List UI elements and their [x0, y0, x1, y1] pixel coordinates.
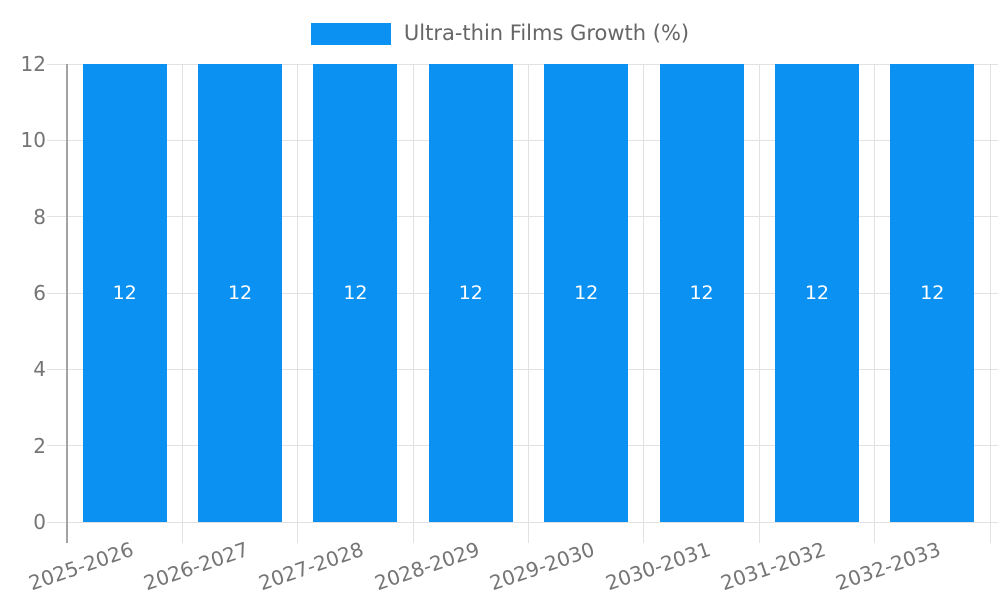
- y-gridline: [47, 521, 998, 523]
- y-gridline: [47, 216, 998, 218]
- y-gridline: [47, 139, 998, 141]
- x-axis-tick-label: 2030-2031: [602, 537, 714, 596]
- y-axis-tick-label: 4: [33, 357, 46, 382]
- legend: Ultra-thin Films Growth (%): [0, 21, 1000, 46]
- y-axis-tick-label: 12: [20, 52, 46, 76]
- y-gridline: [47, 368, 998, 370]
- bar-value-label: 12: [689, 282, 714, 304]
- x-axis-tick-label: 2031-2032: [717, 537, 829, 596]
- bar-value-label: 12: [804, 282, 830, 304]
- legend-label: Ultra-thin Films Growth (%): [403, 21, 690, 45]
- x-axis-tick-label: 2029-2030: [486, 537, 598, 596]
- bar-value-label: 12: [920, 282, 945, 304]
- x-axis-tick-label: 2025-2026: [25, 537, 137, 596]
- y-axis-tick-label: 0: [33, 510, 46, 534]
- bar: 12: [428, 64, 513, 522]
- bar-value-label: 12: [574, 282, 599, 304]
- bar: 12: [659, 64, 744, 522]
- x-gridline: [758, 64, 760, 543]
- y-gridline: [47, 292, 998, 294]
- bar-value-label: 12: [343, 282, 368, 304]
- bar-value-label: 12: [458, 282, 483, 304]
- x-axis-tick-label: 2026-2027: [140, 537, 252, 596]
- bar: 12: [774, 64, 859, 522]
- y-axis-tick-label: 6: [33, 281, 46, 305]
- bar: 12: [82, 64, 167, 522]
- x-gridline: [643, 64, 645, 543]
- x-gridline: [181, 64, 183, 543]
- x-gridline: [528, 64, 529, 543]
- y-axis-tick-label: 8: [33, 204, 46, 229]
- y-axis-line: [66, 64, 68, 543]
- y-gridline: [47, 63, 998, 65]
- bar: 12: [198, 64, 283, 522]
- bar: 12: [313, 64, 398, 522]
- y-gridline: [47, 445, 998, 447]
- y-axis-tick-label: 2: [33, 433, 46, 458]
- bar-value-label: 12: [227, 282, 253, 304]
- x-gridline: [297, 64, 299, 543]
- x-axis-tick-label: 2027-2028: [256, 537, 367, 596]
- y-axis-tick-label: 10: [20, 128, 46, 153]
- x-gridline: [874, 64, 876, 543]
- x-gridline: [989, 64, 991, 543]
- x-axis-tick-label: 2028-2029: [371, 537, 483, 596]
- x-gridline: [412, 64, 414, 543]
- bar: 12: [544, 64, 629, 522]
- legend-swatch: [310, 22, 391, 45]
- bar: 12: [890, 64, 975, 522]
- bar-value-label: 12: [112, 282, 137, 304]
- x-axis-tick-label: 2032-2033: [832, 537, 944, 596]
